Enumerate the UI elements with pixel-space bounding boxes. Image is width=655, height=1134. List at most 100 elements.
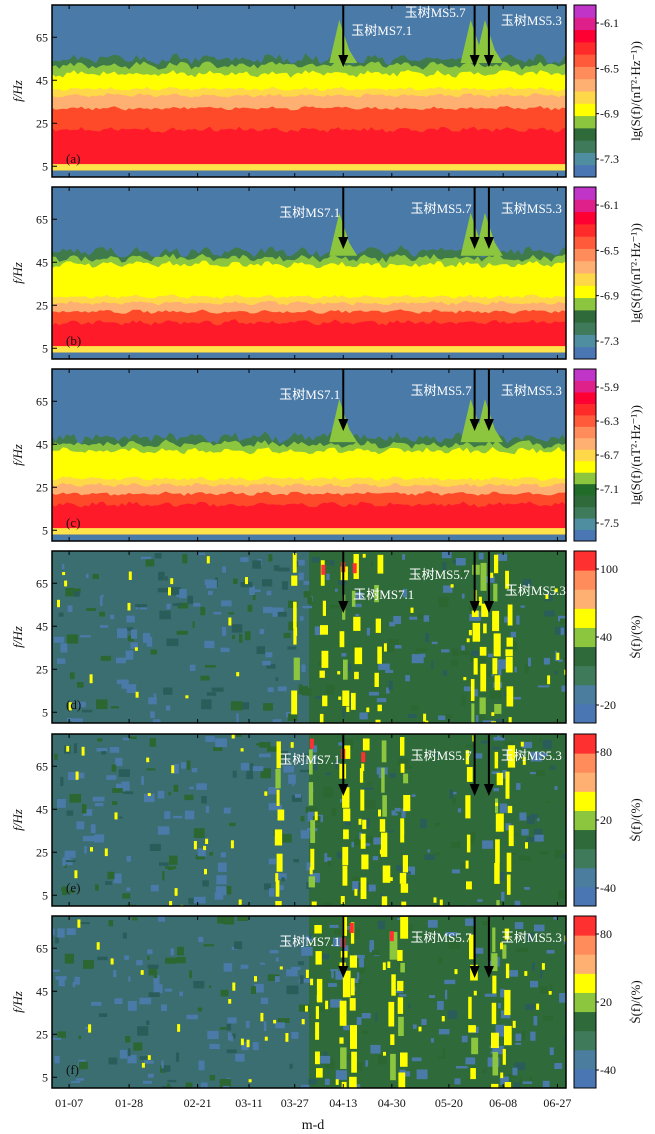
- anomaly-streak: [314, 925, 322, 934]
- texture: [66, 810, 74, 816]
- anomaly-streak: [506, 686, 514, 707]
- anomaly-patch: [193, 841, 197, 850]
- texture: [353, 592, 363, 600]
- texture: [372, 950, 380, 956]
- texture: [451, 659, 458, 667]
- texture: [389, 773, 396, 778]
- texture: [306, 862, 314, 871]
- anomaly-patch: [275, 873, 279, 882]
- earthquake-label: 玉树MS5.3: [505, 583, 566, 598]
- texture: [332, 937, 343, 947]
- texture: [209, 985, 212, 988]
- plot-area: [52, 551, 566, 723]
- anomaly-streak: [349, 955, 357, 968]
- texture: [283, 765, 294, 773]
- texture: [301, 664, 306, 673]
- texture: [447, 1010, 458, 1019]
- anomaly-streak: [316, 1068, 323, 1078]
- texture: [233, 578, 238, 584]
- colorbar-swatch: [574, 309, 596, 323]
- texture: [398, 994, 407, 997]
- colorbar-tick-label: -6.3: [600, 414, 619, 428]
- anomaly-streak: [382, 795, 387, 817]
- texture: [309, 934, 312, 939]
- x-tick-label: 03-11: [235, 1096, 263, 1110]
- anomaly-streak: [381, 896, 388, 906]
- anomaly-streak: [505, 649, 513, 657]
- anomaly-patch: [525, 842, 528, 849]
- anomaly-patch: [495, 802, 499, 806]
- texture: [516, 783, 521, 790]
- texture: [497, 659, 508, 670]
- anomaly-streak: [502, 944, 507, 959]
- texture: [520, 605, 525, 608]
- texture: [189, 786, 194, 790]
- texture: [477, 899, 483, 902]
- texture: [501, 891, 505, 901]
- texture: [504, 741, 514, 746]
- texture: [557, 659, 565, 662]
- anomaly-patch: [204, 868, 207, 875]
- texture: [548, 766, 552, 769]
- texture: [539, 737, 542, 742]
- texture: [389, 621, 396, 627]
- anomaly-streak: [506, 637, 513, 647]
- anomaly-streak: [472, 622, 481, 642]
- texture: [267, 687, 274, 693]
- texture: [455, 558, 466, 566]
- anomaly-patch: [174, 888, 178, 896]
- texture: [368, 691, 379, 696]
- anomaly-streak: [341, 1081, 347, 1088]
- texture: [173, 784, 179, 792]
- texture: [52, 1037, 62, 1040]
- anomaly-patch: [104, 848, 108, 857]
- texture: [295, 793, 302, 798]
- texture: [310, 754, 317, 763]
- texture: [445, 989, 448, 1000]
- anomaly-patch: [473, 990, 477, 996]
- texture: [555, 626, 566, 635]
- texture: [240, 557, 249, 563]
- texture: [524, 664, 529, 674]
- texture: [364, 818, 370, 828]
- anomaly-patch: [128, 571, 132, 580]
- texture: [335, 1070, 347, 1080]
- arrow-head: [469, 237, 480, 249]
- anomaly-streak: [398, 1016, 404, 1036]
- anomaly-patch: [305, 1005, 308, 1012]
- anomaly-streak: [274, 829, 283, 846]
- texture: [346, 929, 353, 939]
- texture: [377, 920, 386, 930]
- texture: [57, 799, 66, 808]
- texture: [228, 612, 234, 615]
- texture: [263, 703, 273, 711]
- texture: [387, 830, 394, 833]
- texture: [484, 993, 497, 997]
- anomaly-streak: [322, 695, 328, 707]
- texture: [182, 554, 188, 564]
- texture: [131, 629, 138, 639]
- texture: [173, 815, 183, 819]
- texture: [164, 811, 171, 819]
- texture: [537, 685, 550, 688]
- texture: [237, 916, 248, 921]
- anomaly-streak: [339, 1000, 347, 1026]
- texture: [124, 955, 129, 960]
- colorbar-swatch: [574, 954, 596, 974]
- anomaly-patch: [177, 1024, 181, 1032]
- texture: [465, 1057, 476, 1065]
- plot-frame: [51, 4, 567, 178]
- texture: [64, 953, 74, 964]
- anomaly-streak: [504, 1025, 512, 1046]
- panel-label: (f): [66, 1062, 79, 1077]
- texture: [266, 590, 272, 596]
- texture: [416, 648, 428, 652]
- texture: [324, 1060, 335, 1069]
- anomaly-streak: [291, 690, 298, 715]
- texture: [127, 1054, 137, 1064]
- texture: [402, 554, 405, 560]
- texture: [416, 1069, 428, 1080]
- texture: [269, 950, 279, 954]
- texture: [330, 999, 342, 1008]
- texture: [232, 635, 235, 639]
